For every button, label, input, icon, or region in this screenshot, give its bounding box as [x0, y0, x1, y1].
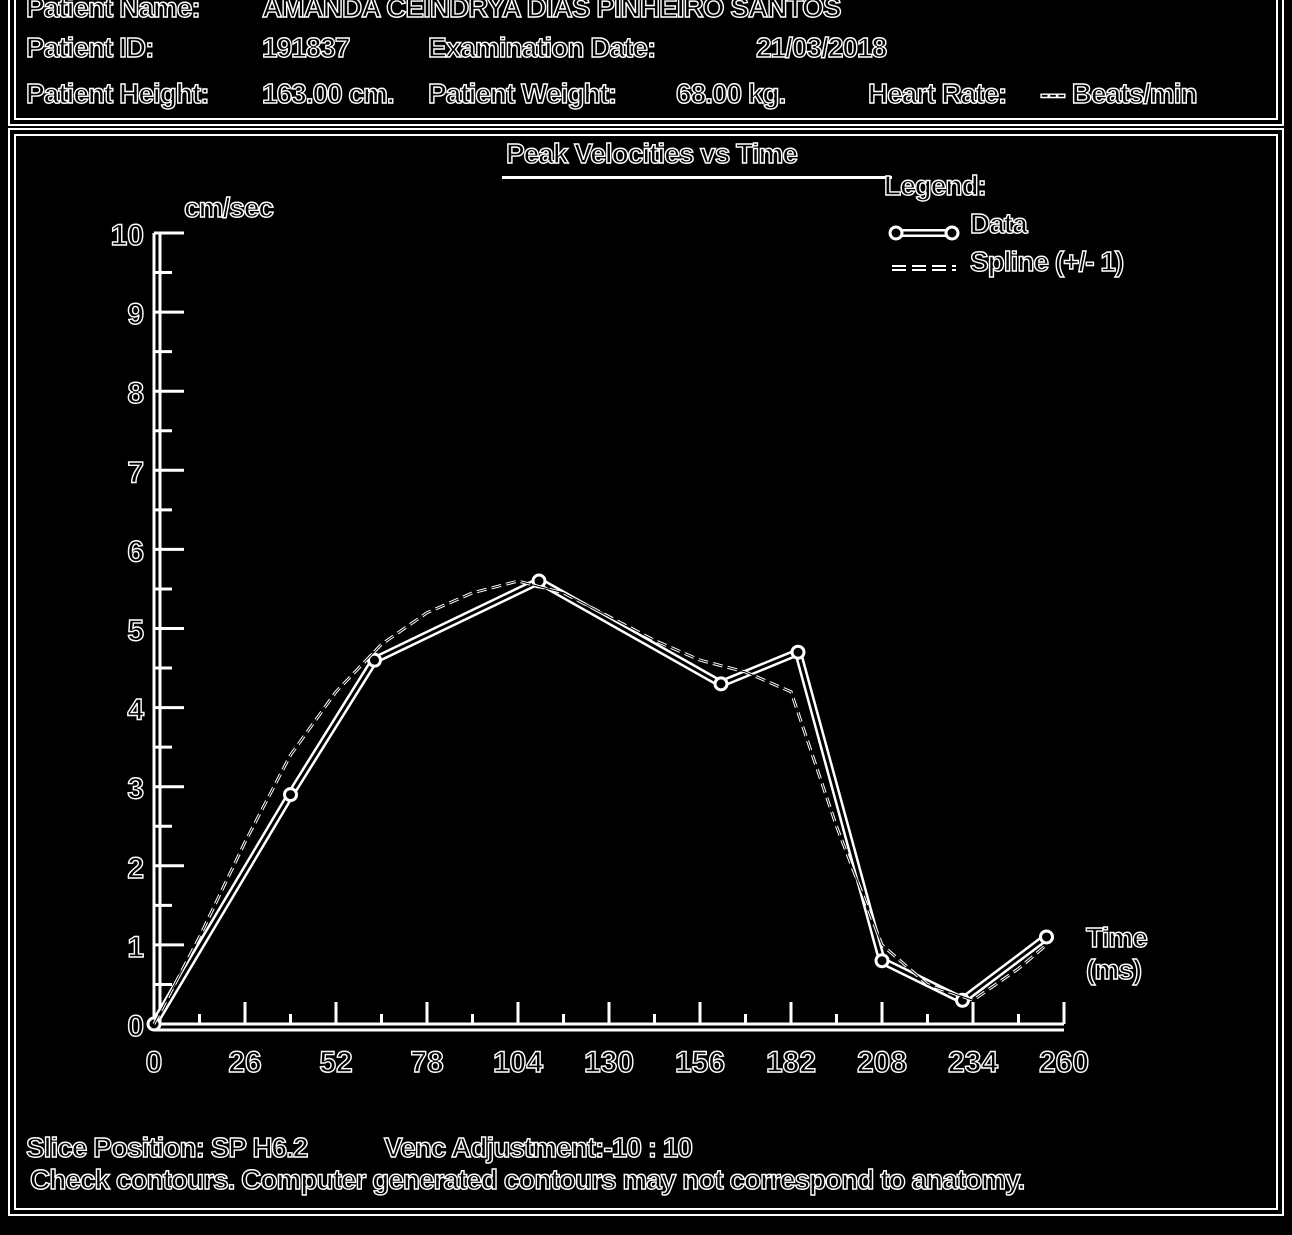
- data-point: [790, 644, 806, 660]
- legend-label-spline: Spline (+/- 1): [969, 245, 1125, 277]
- y-axis-label: cm/sec: [183, 191, 274, 223]
- x-tick-label: 130: [584, 1046, 634, 1079]
- x-tick-label: 234: [948, 1046, 998, 1079]
- x-tick-label: 78: [410, 1046, 443, 1079]
- contour-warning: Check contours. Computer generated conto…: [29, 1163, 1026, 1195]
- x-tick-label: 104: [493, 1046, 543, 1079]
- data-point: [283, 787, 298, 803]
- x-axis-label-line: Time: [1085, 921, 1148, 953]
- venc-adjustment: Venc Adjustment:-10 : 10: [383, 1131, 693, 1163]
- slice-position: Slice Position: SP H6.2: [25, 1131, 309, 1163]
- x-tick-label: 260: [1039, 1046, 1089, 1079]
- series-line-data: [150, 576, 1049, 1027]
- chart-title-underline: [502, 142, 892, 179]
- heart-rate-value: --- Beats/min: [1039, 77, 1198, 109]
- x-tick-label: 208: [857, 1046, 907, 1079]
- x-tick-label: 0: [146, 1046, 163, 1079]
- x-axis-label-line: (ms): [1085, 953, 1143, 985]
- patient-name-value: AMANDA CEINDRYA DIAS PINHEIRO SANTOS: [261, 0, 842, 24]
- y-tick-label: 10: [111, 219, 144, 252]
- y-tick-label: 0: [127, 1010, 144, 1043]
- y-tick-label: 9: [127, 298, 144, 331]
- data-point: [955, 992, 970, 1008]
- patient-name-label: Patient Name:: [25, 0, 201, 24]
- patient-weight-label: Patient Weight:: [427, 77, 618, 109]
- patient-height-label: Patient Height:: [25, 77, 210, 109]
- data-point: [367, 652, 382, 668]
- x-axis-label: Time (ms): [1085, 921, 1148, 986]
- data-point: [874, 953, 890, 969]
- exam-date-label: Examination Date:: [427, 31, 657, 63]
- legend-swatch-data-marker: [944, 225, 960, 241]
- series-line-spline-core: [153, 580, 1047, 1025]
- y-tick-label: 2: [127, 852, 144, 885]
- chart-panel: [8, 128, 1284, 1216]
- legend-label-data: Data: [969, 207, 1028, 239]
- x-tick-label: 182: [766, 1046, 816, 1079]
- exam-date-value: 21/03/2018: [755, 31, 888, 63]
- x-tick-label: 52: [319, 1046, 352, 1079]
- chart-title: Peak Velocities vs Time: [505, 137, 798, 169]
- patient-weight-value: 68.00 kg.: [675, 77, 787, 109]
- x-tick-label: 156: [675, 1046, 725, 1079]
- y-tick-label: 8: [127, 377, 144, 410]
- patient-id-label: Patient ID:: [25, 31, 155, 63]
- patient-height-value: 163.00 cm.: [261, 77, 395, 109]
- y-tick-label: 1: [127, 931, 144, 964]
- y-tick-label: 5: [127, 615, 144, 648]
- patient-id-value: 191837: [261, 31, 351, 63]
- y-tick-label: 7: [127, 456, 144, 489]
- legend-swatch-data-marker: [888, 225, 904, 241]
- heart-rate-label: Heart Rate:: [867, 77, 1008, 109]
- data-point: [713, 676, 729, 692]
- y-tick-label: 4: [127, 694, 144, 727]
- legend-title: Legend:: [883, 169, 987, 201]
- y-tick-label: 6: [127, 535, 144, 568]
- x-tick-label: 26: [228, 1046, 261, 1079]
- data-point: [1039, 929, 1054, 945]
- y-tick-label: 3: [127, 773, 144, 806]
- patient-info-panel: [8, 0, 1284, 126]
